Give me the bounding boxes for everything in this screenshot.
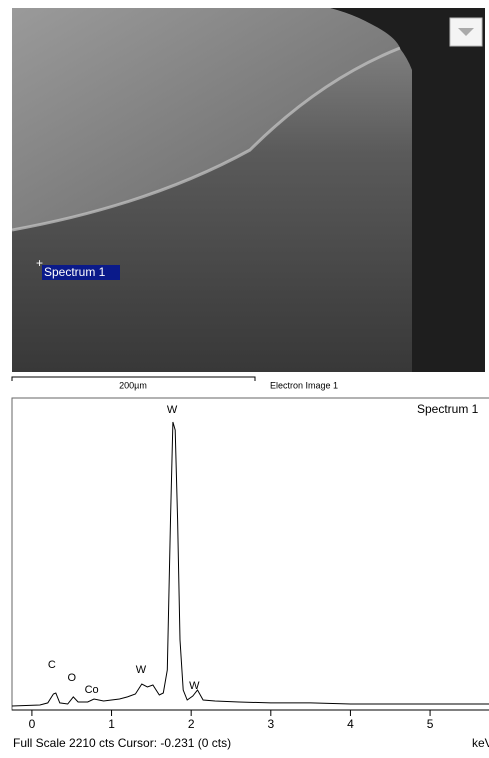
spectrum-line: [11, 421, 489, 707]
image-caption: Electron Image 1: [270, 380, 338, 390]
peak-label: C: [48, 659, 56, 671]
peak-label: W: [136, 664, 147, 676]
x-tick-label: 0: [29, 717, 36, 731]
x-tick-label: 2: [188, 717, 195, 731]
plot: 0 1 2 3 4 5 CO Co W W W: [11, 404, 489, 731]
plot-frame: [11, 397, 489, 711]
svg-text:+: +: [36, 256, 43, 270]
x-tick-label: 1: [108, 717, 115, 731]
sem-image: + Spectrum 1: [12, 8, 485, 372]
marker-box: [42, 265, 120, 280]
scale-bar-label: 200µm: [119, 380, 147, 390]
peak-label: O: [67, 672, 76, 684]
scale-bar: [11, 376, 256, 381]
peak-label: W: [167, 404, 178, 416]
x-tick-label: 4: [347, 717, 354, 731]
x-tick-label: 3: [267, 717, 274, 731]
marker-label: Spectrum 1: [44, 265, 106, 279]
chart-title: Spectrum 1: [417, 402, 479, 416]
peak-label: W: [189, 680, 200, 692]
x-axis-label: keV: [472, 736, 489, 750]
footer: Full Scale 2210 cts Cursor: -0.231 (0 ct…: [13, 736, 231, 750]
peak-label: Co: [85, 684, 99, 696]
x-tick-label: 5: [427, 717, 434, 731]
